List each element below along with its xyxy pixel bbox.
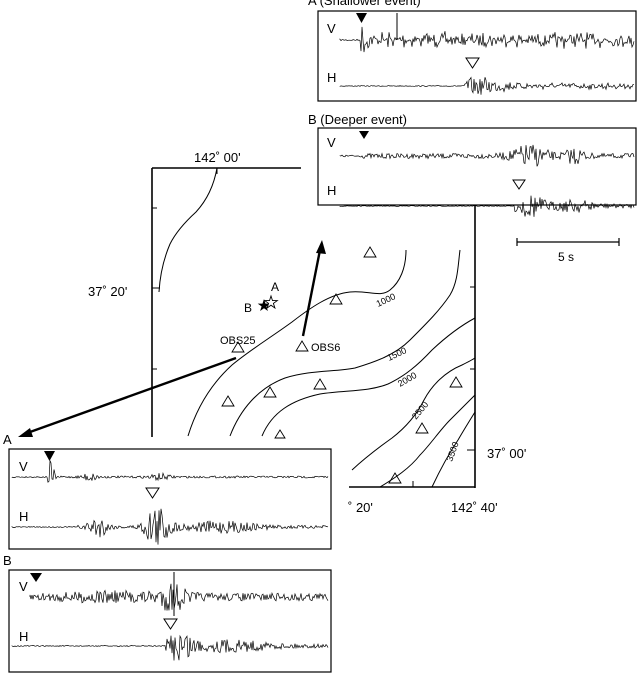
contour-label-1500: 1500 — [386, 345, 408, 363]
horizontal-label: H — [327, 70, 336, 85]
bottom-panel-a-title: A — [3, 432, 12, 447]
arrowhead-icon — [316, 240, 326, 254]
vertical-label: V — [19, 459, 28, 474]
bottom-panel-b-title: B — [3, 553, 12, 568]
obs-station-icon — [364, 247, 376, 257]
contour-label-2000: 2000 — [396, 370, 418, 389]
obs-station-icon — [275, 430, 285, 438]
obs-station-icon — [314, 379, 326, 389]
contour-label-2500: 2500 — [410, 400, 431, 422]
lon-label-bottom-left: ˚ 20' — [348, 500, 373, 515]
vertical-label: V — [327, 135, 336, 150]
lat-label-left: 37˚ 20' — [88, 284, 127, 299]
event-b-label: B — [244, 301, 252, 315]
obs-station-icon — [416, 423, 428, 433]
coastline — [159, 168, 217, 292]
vertical-label: V — [19, 579, 28, 594]
arrow-to-top-panels — [303, 250, 320, 336]
arrowhead-icon — [18, 428, 33, 437]
connector-arrows — [18, 240, 326, 437]
top-panel-b-title: B (Deeper event) — [308, 112, 407, 127]
lat-label-right: 37˚ 00' — [487, 446, 526, 461]
arrow-to-bottom-panels — [30, 358, 236, 432]
lon-label-top: 142˚ 00' — [194, 150, 241, 165]
obs-station-icon — [222, 396, 234, 406]
obs6-station-icon — [296, 341, 308, 351]
top-panel-a-title: A (Shallower event) — [308, 0, 421, 8]
scale-bar-label: 5 s — [558, 250, 574, 264]
obs25-label: OBS25 — [220, 335, 255, 347]
horizontal-label: H — [19, 509, 28, 524]
time-scale-bar: 5 s — [517, 238, 619, 264]
obs6-label: OBS6 — [311, 342, 340, 354]
vertical-label: V — [327, 21, 336, 36]
event-a-label: A — [271, 280, 279, 294]
horizontal-label: H — [19, 629, 28, 644]
panel-bottom-a — [9, 449, 331, 549]
panel-top-b — [318, 128, 636, 205]
obs-station-icon — [450, 377, 462, 387]
lon-label-bottom-right: 142˚ 40' — [451, 500, 498, 515]
contour-label-3500: 3500 — [444, 440, 460, 462]
contour-2000 — [262, 318, 475, 436]
horizontal-label: H — [327, 183, 336, 198]
